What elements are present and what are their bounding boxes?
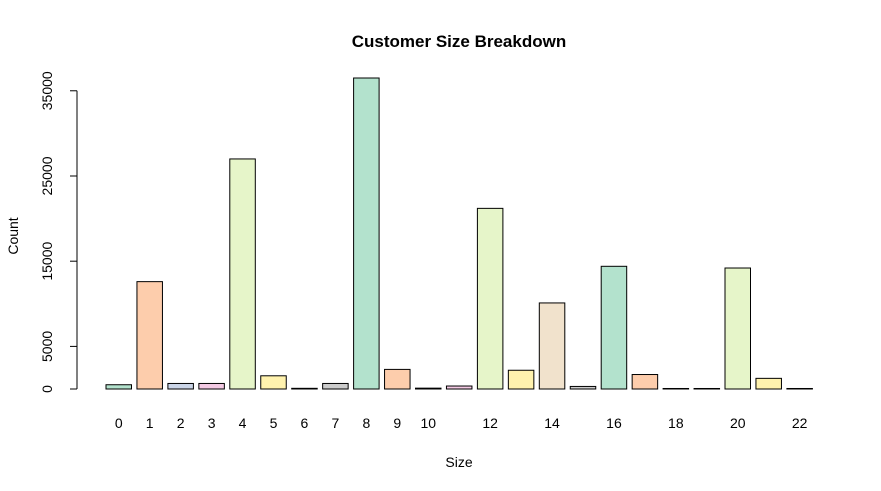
bar-size-16 <box>600 265 628 390</box>
y-tick-label: 15000 <box>39 242 55 281</box>
bar-size-1 <box>136 281 163 390</box>
y-tick-label: 0 <box>39 385 55 393</box>
y-axis-label: Count <box>5 217 21 254</box>
bar-size-2 <box>167 382 194 390</box>
bar-size-7 <box>322 382 349 390</box>
bar-size-5 <box>260 375 287 390</box>
x-tick-label: 3 <box>208 415 216 431</box>
chart-title: Customer Size Breakdown <box>352 32 566 51</box>
x-tick-label: 4 <box>239 415 247 431</box>
x-axis-label: Size <box>445 454 472 470</box>
x-tick-label: 12 <box>482 415 498 431</box>
bars <box>105 77 813 390</box>
x-tick-label: 2 <box>177 415 185 431</box>
x-tick-label: 20 <box>730 415 746 431</box>
x-tick-label: 8 <box>362 415 370 431</box>
bar-size-8 <box>353 77 380 390</box>
x-tick-labels: 0 1 2 3 4 5 6 7 8 9 10 12 14 16 18 20 22 <box>115 415 808 431</box>
x-tick-label: 14 <box>544 415 560 431</box>
bar-size-6 <box>291 387 318 390</box>
bar-size-17 <box>631 374 659 390</box>
bar-size-18 <box>662 387 690 390</box>
x-tick-label: 0 <box>115 415 123 431</box>
x-tick-label: 9 <box>393 415 401 431</box>
x-tick-label: 16 <box>606 415 622 431</box>
bar-size-14 <box>538 302 566 390</box>
y-axis: 0 5000 15000 25000 35000 <box>39 71 78 393</box>
x-tick-label: 22 <box>792 415 808 431</box>
bar-size-20 <box>724 267 751 390</box>
y-tick-label: 25000 <box>39 156 55 195</box>
bar-size-11 <box>445 385 473 390</box>
bar-size-3 <box>198 382 225 390</box>
bar-size-4 <box>229 158 256 390</box>
x-tick-label: 1 <box>146 415 154 431</box>
bar-size-21 <box>755 377 782 390</box>
x-tick-label: 7 <box>332 415 340 431</box>
x-tick-label: 18 <box>668 415 684 431</box>
bar-size-13 <box>507 369 535 390</box>
bar-size-22 <box>786 387 813 390</box>
x-tick-label: 5 <box>270 415 278 431</box>
x-tick-label: 10 <box>420 415 436 431</box>
y-tick-label: 35000 <box>39 71 55 110</box>
x-tick-label: 6 <box>301 415 309 431</box>
bar-size-19 <box>693 387 721 390</box>
bar-size-0 <box>105 384 132 390</box>
bar-size-12 <box>476 207 504 390</box>
bar-size-15 <box>569 385 597 390</box>
bar-size-9 <box>384 368 411 390</box>
bar-size-10 <box>415 387 442 390</box>
y-tick-label: 5000 <box>39 331 55 362</box>
